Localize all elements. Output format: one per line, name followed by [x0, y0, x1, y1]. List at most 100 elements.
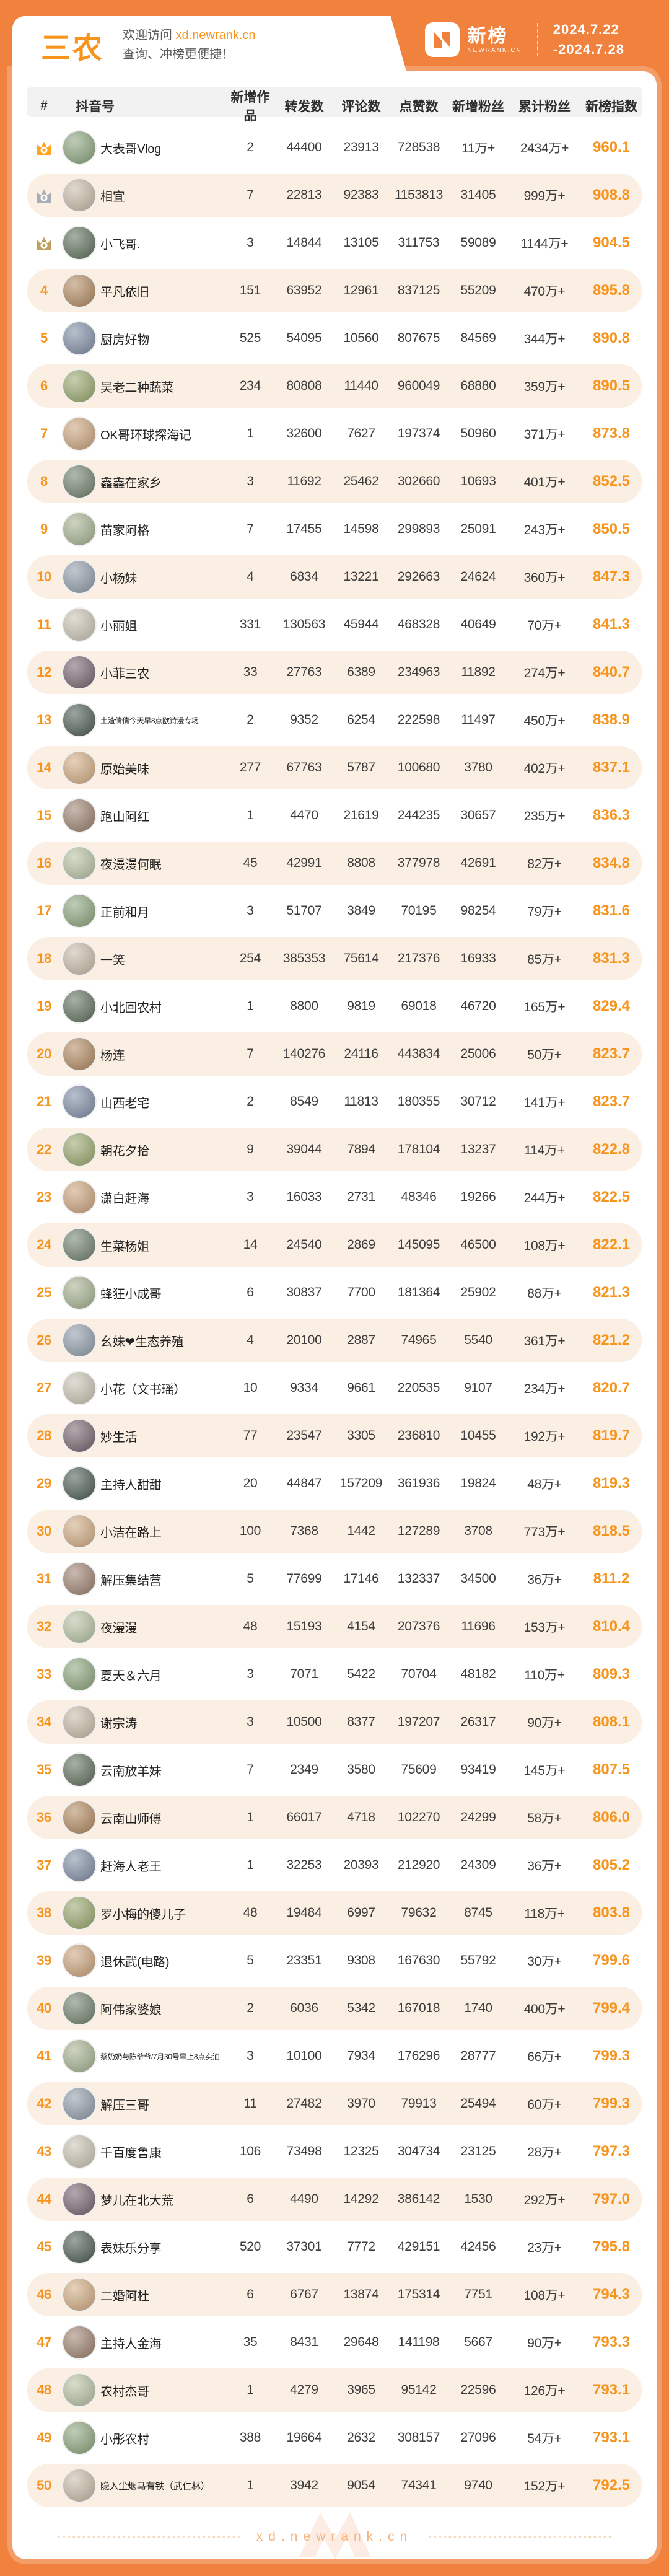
account-name: 夏天＆六月: [100, 1669, 162, 1683]
new-fans-value: 40649: [460, 617, 496, 631]
shares-value: 27482: [286, 2096, 322, 2111]
account-name: 解压集结营: [100, 1573, 162, 1588]
shares-value: 16033: [286, 1190, 322, 1204]
likes-value: 807675: [397, 331, 440, 345]
table-row[interactable]: 48 农村杰哥 1 4279 3965 95142 22596 126万+ 79…: [27, 2368, 642, 2412]
table-row[interactable]: 20 杨连 7 140276 24116 443834 25006 50万+ 8…: [27, 1032, 642, 1076]
table-row[interactable]: 27 小花（文书瑶） 10 9334 9661 220535 9107 234万…: [27, 1366, 642, 1410]
newrank-index-value: 803.8: [592, 1904, 631, 1921]
table-row[interactable]: 30 小洁在路上 100 7368 1442 127289 3708 773万+…: [27, 1510, 642, 1553]
new-fans-value: 23125: [460, 2144, 496, 2158]
table-row[interactable]: 7 OK哥环球探海记 1 32600 7627 197374 50960 371…: [27, 412, 642, 455]
table-row[interactable]: 49 小彤农村 388 19664 2632 308157 27096 54万+…: [27, 2416, 642, 2460]
table-row[interactable]: 23 潇白赶海 3 16033 2731 48346 19266 244万+ 8…: [27, 1176, 642, 1219]
avatar-wrap: [61, 704, 98, 736]
table-row[interactable]: 6 吴老二种蔬菜 234 80808 11440 960049 68880 35…: [27, 364, 642, 408]
date-end: -2024.7.28: [553, 42, 624, 57]
table-row[interactable]: 42 解压三哥 11 27482 3970 79913 25494 60万+ 7…: [27, 2082, 642, 2125]
rank-badge: 9: [40, 521, 48, 537]
table-row[interactable]: 37 赶海人老王 1 32253 20393 212920 24309 36万+…: [27, 1844, 642, 1887]
rank-badge: 35: [37, 1762, 51, 1777]
total-fans-value: 402万+: [523, 762, 566, 776]
table-row[interactable]: 24 生菜杨姐 14 24540 2869 145095 46500 108万+…: [27, 1223, 642, 1267]
table-row[interactable]: 10 小杨妹 4 6834 13221 292663 24624 360万+ 8…: [27, 555, 642, 599]
likes-value: 443834: [397, 1047, 440, 1061]
table-row[interactable]: 19 小北回农村 1 8800 9819 69018 46720 165万+ 8…: [27, 985, 642, 1028]
table-row[interactable]: 40 阿伟家婆娘 2 6036 5342 167018 1740 400万+ 7…: [27, 1987, 642, 2030]
table-row[interactable]: 32 夜漫漫 48 15193 4154 207376 11696 153万+ …: [27, 1605, 642, 1648]
table-row[interactable]: 36 云南山师傅 1 66017 4718 102270 24299 58万+ …: [27, 1796, 642, 1839]
table-row[interactable]: 29 主持人甜甜 20 44847 157209 361936 19824 48…: [27, 1462, 642, 1505]
avatar-wrap: [61, 2183, 98, 2215]
avatar-wrap: [61, 1467, 98, 1500]
table-row[interactable]: 26 幺妹❤生态养殖 4 20100 2887 74965 5540 361万+…: [27, 1319, 642, 1362]
table-row[interactable]: 15 跑山阿红 1 4470 21619 244235 30657 235万+ …: [27, 794, 642, 837]
account-name: 小洁在路上: [100, 1526, 162, 1540]
table-row[interactable]: 34 谢宗涛 3 10500 8377 197207 26317 90万+ 80…: [27, 1700, 642, 1744]
table-row[interactable]: 50 隐入尘烟马有铁（武仁林） 1 3942 9054 74341 9740 1…: [27, 2464, 642, 2507]
table-row[interactable]: 5 厨房好物 525 54095 10560 807675 84569 344万…: [27, 317, 642, 360]
table-row[interactable]: 小飞哥. 3 14844 13105 311753 59089 1144万+ 9…: [27, 221, 642, 265]
table-row[interactable]: 4 平凡依旧 151 63952 12961 837125 55209 470万…: [27, 269, 642, 312]
avatar-wrap: [61, 2040, 98, 2072]
table-row[interactable]: 41 蔡奶奶与陈爷爷/7月30号早上8点卖油 3 10100 7934 1762…: [27, 2034, 642, 2078]
avatar: [63, 1181, 95, 1213]
table-row[interactable]: 25 蜂狂小成哥 6 30837 7700 181364 25902 88万+ …: [27, 1271, 642, 1314]
table-row[interactable]: 28 妙生活 77 23547 3305 236810 10455 192万+ …: [27, 1414, 642, 1457]
table-row[interactable]: 13 土渣倩倩今天早8点欧诗漫专场 2 9352 6254 222598 114…: [27, 698, 642, 742]
rank-badge: 17: [37, 903, 51, 918]
avatar: [63, 2326, 95, 2358]
avatar-wrap: [61, 322, 98, 354]
table-row[interactable]: 11 小丽姐 331 130563 45944 468328 40649 70万…: [27, 603, 642, 646]
likes-value: 468328: [397, 617, 440, 631]
avatar-wrap: [61, 370, 98, 402]
total-fans-value: 141万+: [523, 1096, 566, 1110]
new-works-value: 7: [247, 1762, 254, 1777]
table-row[interactable]: 相宜 7 22813 92383 1153813 31405 999万+ 908…: [27, 174, 642, 217]
table-row[interactable]: 12 小菲三农 33 27763 6389 234963 11892 274万+…: [27, 651, 642, 694]
logo-text-cn: 新榜: [467, 25, 509, 46]
newrank-link[interactable]: xd.newrank.cn: [175, 29, 256, 42]
total-fans-value: 234万+: [523, 1382, 566, 1396]
likes-value: 292663: [397, 569, 440, 584]
table-row[interactable]: 8 鑫鑫在家乡 3 11692 25462 302660 10693 401万+…: [27, 460, 642, 503]
table-row[interactable]: 46 二婚阿杜 6 6767 13874 175314 7751 108万+ 7…: [27, 2273, 642, 2316]
table-row[interactable]: 33 夏天＆六月 3 7071 5422 70704 48182 110万+ 8…: [27, 1653, 642, 1696]
new-fans-value: 46500: [460, 1237, 496, 1252]
avatar-wrap: [61, 1992, 98, 2024]
likes-value: 132337: [397, 1572, 440, 1586]
avatar-wrap: [61, 799, 98, 832]
table-row[interactable]: 44 梦儿在北大荒 6 4490 14292 386142 1530 292万+…: [27, 2178, 642, 2221]
total-fans-value: 361万+: [523, 1334, 566, 1348]
avatar-wrap: [61, 2326, 98, 2358]
table-row[interactable]: 45 表妹乐分享 520 37301 7772 429151 42456 23万…: [27, 2225, 642, 2269]
avatar-wrap: [61, 179, 98, 211]
shares-value: 20100: [286, 1333, 322, 1347]
table-row[interactable]: 47 主持人金海 35 8431 29648 141198 5667 90万+ …: [27, 2321, 642, 2364]
table-row[interactable]: 35 云南放羊妹 7 2349 3580 75609 93419 145万+ 8…: [27, 1748, 642, 1791]
account-name: 千百度鲁康: [100, 2146, 162, 2160]
table-row[interactable]: 大表哥Vlog 2 44400 23913 728538 11万+ 2434万+…: [27, 126, 642, 169]
new-fans-value: 46720: [460, 999, 496, 1013]
comments-value: 92383: [343, 188, 379, 202]
new-works-value: 520: [239, 2240, 261, 2254]
new-fans-value: 11万+: [461, 141, 495, 156]
table-row[interactable]: 9 苗家阿格 7 17455 14598 299893 25091 243万+ …: [27, 508, 642, 551]
table-row[interactable]: 18 一笑 254 385353 75614 217376 16933 85万+…: [27, 937, 642, 980]
new-works-value: 6: [247, 1285, 254, 1299]
new-works-value: 277: [239, 760, 261, 775]
table-row[interactable]: 16 夜漫漫何眠 45 42991 8808 377978 42691 82万+…: [27, 842, 642, 885]
table-row[interactable]: 31 解压集结营 5 77699 17146 132337 34500 36万+…: [27, 1557, 642, 1601]
table-row[interactable]: 39 退休武(电路) 5 23351 9308 167630 55792 30万…: [27, 1939, 642, 1982]
newrank-index-value: 822.5: [592, 1189, 631, 1205]
table-row[interactable]: 38 罗小梅的傻儿子 48 19484 6997 79632 8745 118万…: [27, 1891, 642, 1935]
comments-value: 5422: [347, 1667, 375, 1681]
table-row[interactable]: 43 千百度鲁康 106 73498 12325 304734 23125 28…: [27, 2130, 642, 2173]
table-row[interactable]: 14 原始美味 277 67763 5787 100680 3780 402万+…: [27, 746, 642, 789]
avatar: [63, 1038, 95, 1070]
avatar-wrap: [61, 1611, 98, 1643]
table-row[interactable]: 22 朝花夕拾 9 39044 7894 178104 13237 114万+ …: [27, 1128, 642, 1171]
table-row[interactable]: 17 正前和月 3 51707 3849 70195 98254 79万+ 83…: [27, 889, 642, 933]
table-row[interactable]: 21 山西老宅 2 8549 11813 180355 30712 141万+ …: [27, 1080, 642, 1123]
crown-icon: [27, 139, 61, 156]
